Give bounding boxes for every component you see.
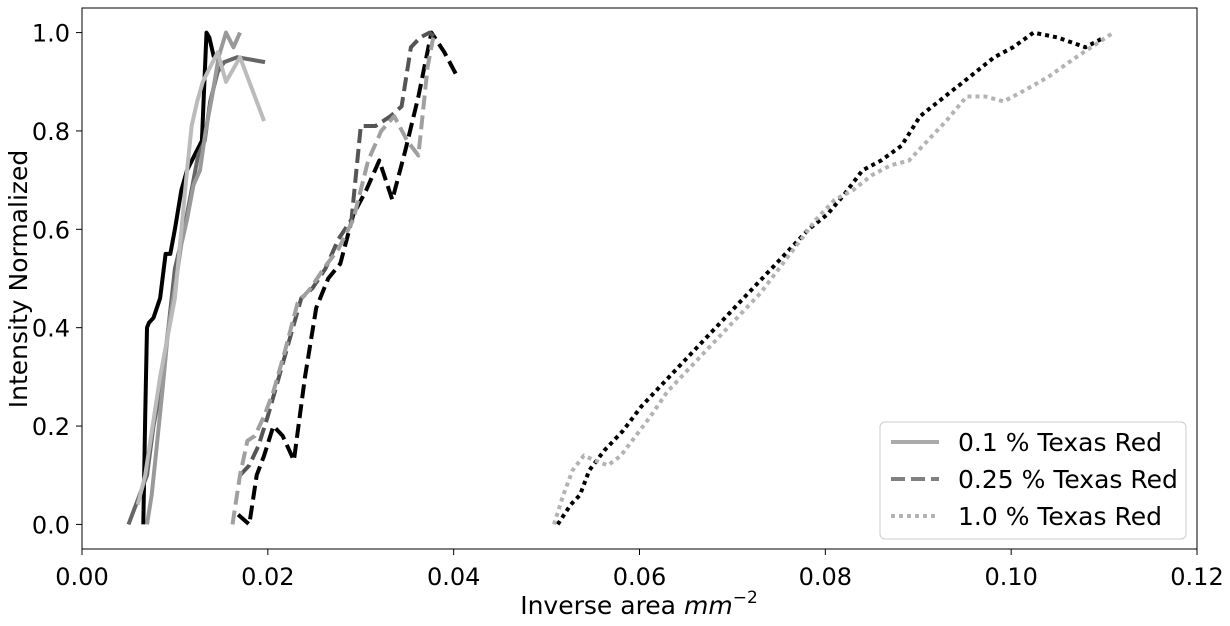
- series-line-dashed-4: [236, 30, 460, 527]
- x-tick-label: 0.08: [799, 563, 852, 591]
- x-axis-label-exponent: −2: [733, 588, 758, 608]
- x-axis-label: Inverse area mm−2: [520, 588, 758, 620]
- x-axis: 0.00 0.02 0.04 0.06 0.08 0.10 0.12: [55, 549, 1224, 591]
- x-axis-label-text: Inverse area: [520, 591, 676, 620]
- legend: 0.1 % Texas Red 0.25 % Texas Red 1.0 % T…: [879, 421, 1187, 540]
- y-tick-label: 0.0: [32, 511, 70, 539]
- y-axis-label: Intensity Normalized: [4, 150, 33, 409]
- series-line-solid-3: [135, 50, 266, 506]
- series-line-dotted-8: [552, 30, 1115, 526]
- y-tick-label: 1.0: [32, 20, 70, 48]
- series-layer: [126, 30, 1115, 527]
- x-tick-label: 0.02: [241, 563, 294, 591]
- series-line-dotted-7: [556, 30, 1106, 526]
- x-tick-label: 0.10: [984, 563, 1037, 591]
- series-line-dashed-6: [230, 37, 436, 525]
- x-tick-label: 0.06: [613, 563, 666, 591]
- series-line-solid-0: [141, 30, 216, 525]
- x-axis-label-math: mm: [684, 591, 733, 620]
- legend-label-0-25: 0.25 % Texas Red: [958, 465, 1178, 494]
- series-line-solid-2: [145, 30, 242, 525]
- series-line-dashed-5: [238, 30, 437, 477]
- legend-label-0-1: 0.1 % Texas Red: [958, 428, 1162, 457]
- y-tick-label: 0.6: [32, 216, 70, 244]
- x-tick-label: 0.12: [1170, 563, 1223, 591]
- y-axis: 0.0 0.2 0.4 0.6 0.8 1.0: [32, 20, 82, 539]
- x-tick-label: 0.00: [55, 563, 108, 591]
- y-tick-label: 0.8: [32, 118, 70, 146]
- y-tick-label: 0.4: [32, 315, 70, 343]
- y-tick-label: 0.2: [32, 413, 70, 441]
- legend-box: [879, 421, 1187, 540]
- x-tick-label: 0.04: [427, 563, 480, 591]
- legend-label-1-0: 1.0 % Texas Red: [958, 502, 1162, 531]
